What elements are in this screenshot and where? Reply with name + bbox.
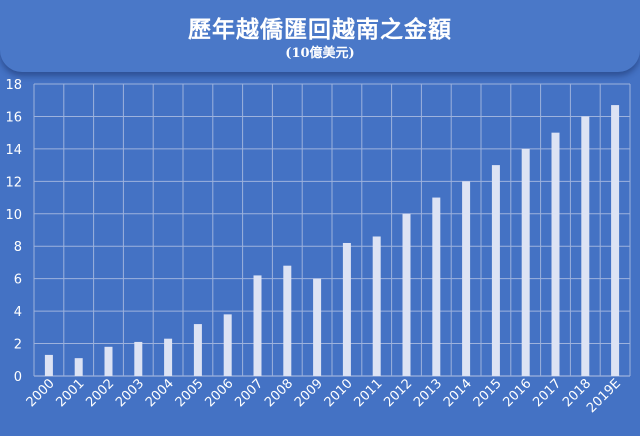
- bar-2017: [551, 132, 560, 376]
- chart-subtitle: (10億美元): [285, 46, 355, 61]
- bar-2007: [253, 275, 262, 376]
- bar-2005: [193, 324, 202, 376]
- x-tick-label: 2009: [292, 376, 326, 410]
- bar-2000: [44, 354, 53, 376]
- x-tick-label: 2013: [411, 376, 445, 410]
- bar-2012: [402, 213, 411, 376]
- bar-2016: [521, 148, 530, 376]
- x-tick-label: 2010: [322, 376, 356, 410]
- bar-2009: [313, 278, 322, 376]
- x-tick-label: 2004: [143, 376, 177, 410]
- bar-2018: [581, 116, 590, 376]
- x-tick-label: 2019E: [584, 376, 624, 416]
- x-tick-label: 2012: [381, 376, 415, 410]
- x-tick-label: 2002: [83, 376, 117, 410]
- y-tick-label: 6: [14, 273, 22, 288]
- x-tick-label: 2017: [530, 376, 564, 410]
- bar-2006: [223, 314, 232, 376]
- y-tick-label: 4: [14, 305, 22, 320]
- bar-2019E: [611, 105, 620, 376]
- y-tick-label: 18: [5, 78, 22, 93]
- x-tick-label: 2016: [501, 376, 535, 410]
- bar-2014: [462, 181, 471, 376]
- y-tick-label: 14: [5, 143, 22, 158]
- x-tick-label: 2003: [113, 376, 147, 410]
- x-tick-label: 2006: [203, 376, 237, 410]
- x-tick-label: 2007: [232, 376, 266, 410]
- x-tick-label: 2008: [262, 376, 296, 410]
- bar-2013: [432, 197, 441, 376]
- x-tick-label: 2000: [24, 376, 58, 410]
- y-tick-label: 12: [5, 175, 22, 190]
- x-tick-label: 2014: [441, 376, 475, 410]
- y-tick-label: 10: [5, 208, 22, 223]
- y-tick-label: 8: [14, 240, 22, 255]
- y-tick-label: 16: [5, 110, 22, 125]
- title-banner: 歷年越僑匯回越南之金額 (10億美元): [0, 0, 640, 72]
- y-tick-label: 2: [14, 338, 22, 353]
- y-tick-label: 0: [14, 370, 22, 385]
- bar-2002: [104, 346, 113, 376]
- x-tick-label: 2011: [352, 376, 386, 410]
- bar-2003: [134, 341, 143, 376]
- bar-2015: [491, 165, 500, 376]
- chart-title: 歷年越僑匯回越南之金額: [188, 16, 452, 43]
- x-tick-label: 2005: [173, 376, 207, 410]
- bar-2008: [283, 265, 292, 376]
- x-tick-label: 2001: [54, 376, 88, 410]
- x-tick-label: 2015: [471, 376, 505, 410]
- bar-2004: [164, 338, 173, 376]
- bar-2011: [372, 236, 381, 376]
- bar-2001: [74, 358, 83, 376]
- bar-2010: [342, 242, 351, 376]
